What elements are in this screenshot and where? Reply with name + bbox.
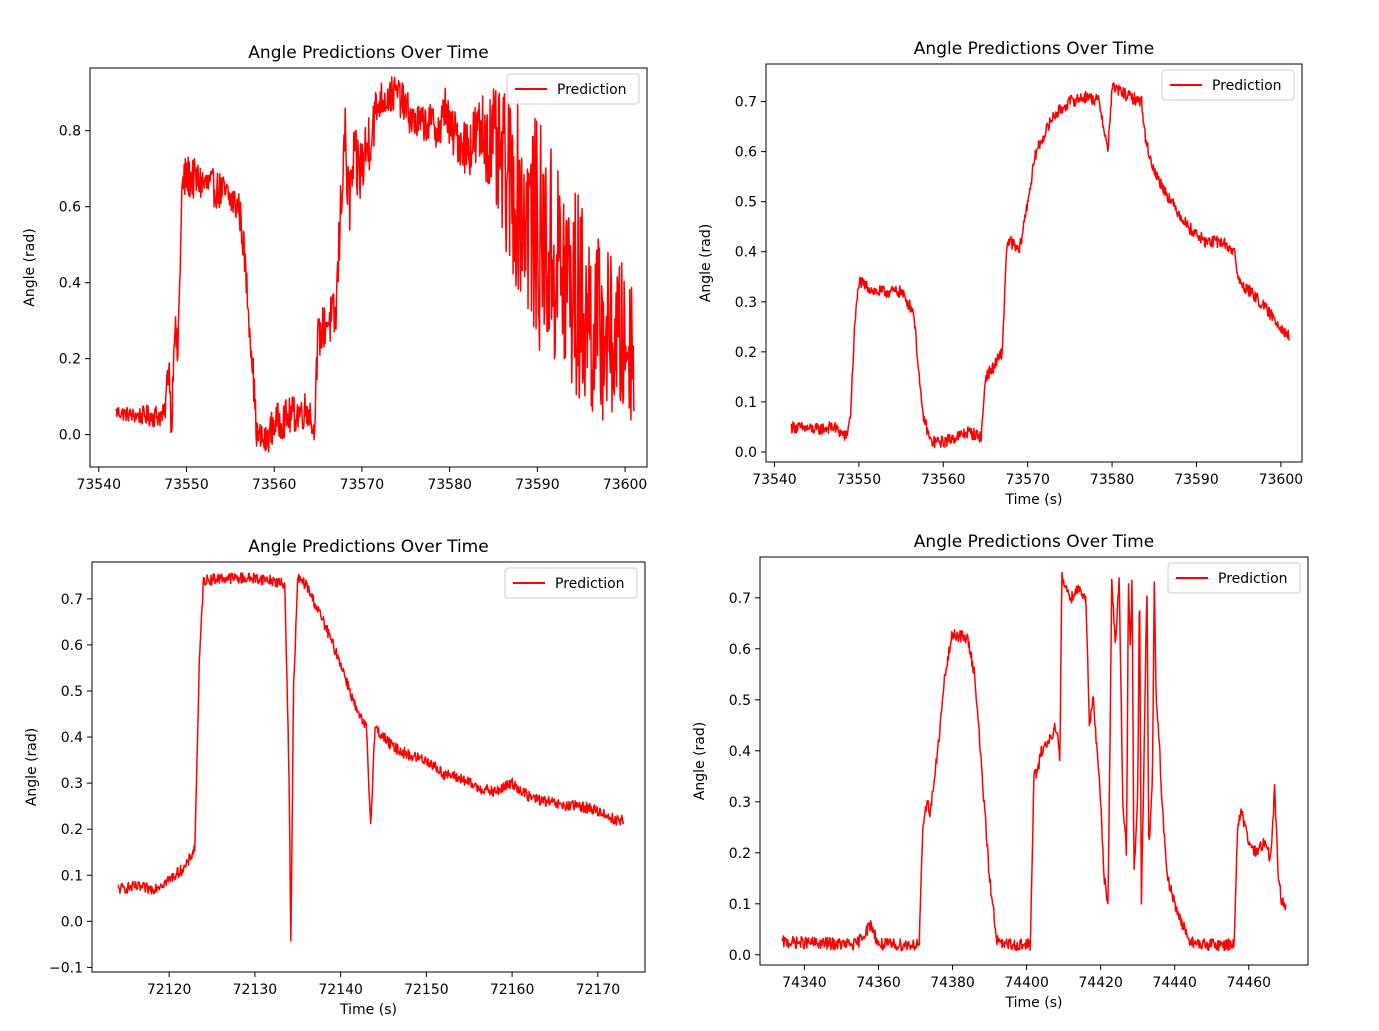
- prediction-series-line: [781, 571, 1287, 952]
- x-tick-label: 73550: [164, 477, 209, 493]
- y-tick-label: 0.0: [729, 948, 751, 964]
- legend-box: [1161, 69, 1295, 101]
- x-tick-label: 74440: [1152, 975, 1197, 991]
- legend-label: Prediction: [1212, 78, 1282, 94]
- prediction-series-line: [115, 76, 635, 453]
- chart-panel-bottom-right: Angle Predictions Over Time 74340 74360 743…: [692, 532, 1309, 1011]
- x-tick-label: 72130: [233, 982, 278, 998]
- legend-box: [504, 567, 638, 599]
- y-tick-label: 0.3: [735, 295, 757, 311]
- y-tick-label: 0.5: [735, 195, 757, 211]
- x-tick-label: 74380: [930, 975, 975, 991]
- x-tick-label: 73600: [1259, 472, 1304, 488]
- y-tick-label: 0.4: [59, 276, 81, 292]
- legend-box: [1167, 562, 1301, 594]
- y-tick-label: 0.5: [61, 684, 83, 700]
- y-tick-label: 0.8: [59, 124, 81, 140]
- legend: Prediction: [504, 567, 638, 599]
- x-tick-label: 73570: [340, 477, 385, 493]
- x-tick-label: 73590: [1174, 472, 1219, 488]
- legend-box: [506, 73, 640, 105]
- x-tick-label: 73600: [603, 477, 648, 493]
- y-tick-label: 0.6: [735, 145, 757, 161]
- y-tick-label: 0.4: [729, 744, 751, 760]
- y-tick-label: 0.6: [59, 200, 81, 216]
- legend: Prediction: [1167, 562, 1301, 594]
- x-axis-label: Time (s): [339, 1002, 397, 1018]
- x-tick-label: 72170: [576, 982, 621, 998]
- y-tick-label: 0.2: [61, 822, 83, 838]
- chart-title: Angle Predictions Over Time: [914, 39, 1154, 59]
- y-axis-label: Angle (rad): [22, 228, 38, 306]
- y-tick-label: 0.4: [735, 245, 757, 261]
- x-tick-label: 74420: [1078, 975, 1123, 991]
- y-tick-label: 0.1: [735, 395, 757, 411]
- legend-label: Prediction: [555, 576, 625, 592]
- y-tick-label: 0.0: [61, 914, 83, 930]
- chart-title: Angle Predictions Over Time: [248, 43, 488, 63]
- x-tick-label: 74340: [782, 975, 827, 991]
- y-tick-label: 0.7: [735, 95, 757, 111]
- x-tick-label: 73580: [1090, 472, 1135, 488]
- y-tick-label: −0.1: [49, 960, 83, 976]
- x-tick-label: 73560: [921, 472, 966, 488]
- plot-frame: [765, 63, 1303, 463]
- x-tick-label: 72140: [318, 982, 363, 998]
- y-tick-label: 0.7: [61, 592, 83, 608]
- chart-title: Angle Predictions Over Time: [914, 532, 1154, 552]
- legend: Prediction: [1161, 69, 1295, 101]
- y-tick-label: 0.2: [735, 345, 757, 361]
- y-axis-label: Angle (rad): [698, 224, 714, 302]
- x-tick-label: 73550: [837, 472, 882, 488]
- chart-panel-top-right: Angle Predictions Over Time 73540 73550 735…: [698, 39, 1304, 508]
- x-tick-label: 73540: [76, 477, 121, 493]
- x-tick-label: 74400: [1004, 975, 1049, 991]
- prediction-series-line: [790, 82, 1291, 449]
- prediction-series-line: [117, 572, 625, 942]
- y-tick-label: 0.5: [729, 693, 751, 709]
- legend-label: Prediction: [557, 82, 627, 98]
- plot-frame: [91, 561, 646, 973]
- y-tick-label: 0.6: [729, 642, 751, 658]
- x-tick-label: 73580: [427, 477, 472, 493]
- plot-frame: [89, 67, 648, 468]
- y-tick-label: 0.1: [61, 868, 83, 884]
- y-tick-label: 0.3: [729, 795, 751, 811]
- x-tick-label: 72120: [147, 982, 192, 998]
- y-tick-label: 0.6: [61, 638, 83, 654]
- x-tick-label: 73570: [1005, 472, 1050, 488]
- plot-frame: [759, 556, 1309, 966]
- y-axis-label: Angle (rad): [24, 728, 40, 806]
- legend: Prediction: [506, 73, 640, 105]
- y-tick-label: 0.1: [729, 897, 751, 913]
- x-tick-label: 72160: [490, 982, 535, 998]
- chart-panel-top-left: Angle Predictions Over Time 73540 73550 735…: [22, 43, 648, 493]
- x-tick-label: 73590: [515, 477, 560, 493]
- chart-panel-bottom-left: Angle Predictions Over Time 72120 72130 721…: [24, 537, 646, 1018]
- y-tick-label: 0.7: [729, 591, 751, 607]
- legend-label: Prediction: [1218, 571, 1288, 587]
- y-tick-label: 0.4: [61, 730, 83, 746]
- y-axis-label: Angle (rad): [692, 722, 708, 800]
- y-tick-label: 0.2: [729, 846, 751, 862]
- x-axis-label: Time (s): [1005, 995, 1063, 1011]
- y-tick-label: 0.3: [61, 776, 83, 792]
- chart-title: Angle Predictions Over Time: [248, 537, 488, 557]
- x-tick-label: 73560: [252, 477, 297, 493]
- x-tick-label: 73540: [752, 472, 797, 488]
- x-tick-label: 74460: [1226, 975, 1271, 991]
- x-tick-label: 72150: [404, 982, 449, 998]
- y-tick-label: 0.2: [59, 352, 81, 368]
- x-tick-label: 74360: [856, 975, 901, 991]
- y-tick-label: 0.0: [735, 445, 757, 461]
- y-tick-label: 0.0: [59, 428, 81, 444]
- x-axis-label: Time (s): [1005, 492, 1063, 508]
